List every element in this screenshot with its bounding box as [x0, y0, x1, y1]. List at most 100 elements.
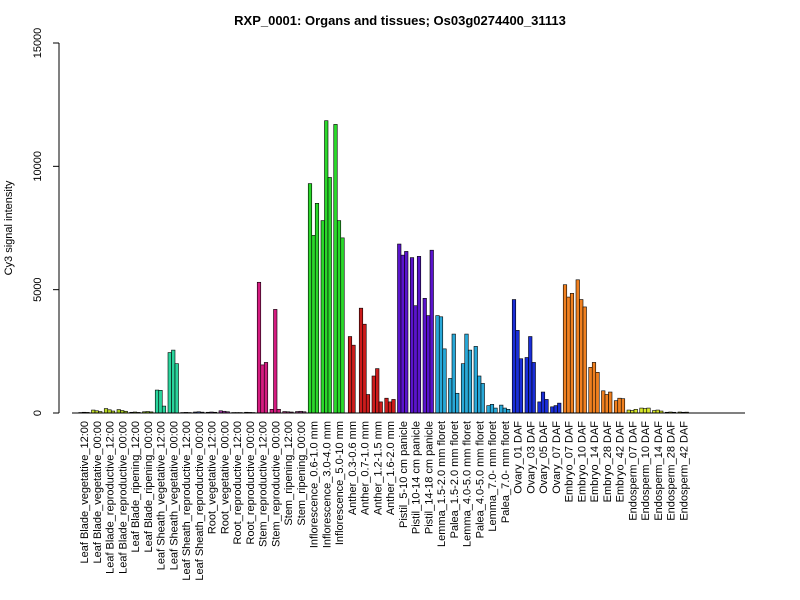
bar — [506, 408, 511, 414]
bar — [333, 124, 338, 414]
bar — [371, 375, 376, 414]
x-tick-label: Stem_reproductive_12:00 — [258, 421, 270, 547]
bar — [116, 409, 121, 414]
bar — [387, 401, 393, 414]
bar — [473, 346, 478, 414]
x-tick-label: Leaf Blade_reproductive_12:00 — [105, 421, 117, 574]
bar — [167, 352, 172, 414]
bar — [646, 407, 651, 414]
bar — [608, 391, 613, 414]
bar — [639, 407, 644, 414]
bar — [378, 401, 383, 414]
x-tick-label: Embryo_42 DAF — [615, 421, 627, 503]
x-axis-ticks: Leaf Blade_vegetative_12:00 Leaf Blade_ve… — [79, 421, 690, 581]
chart-title: RXP_0001: Organs and tissues; Os03g02744… — [234, 13, 566, 28]
bar — [569, 293, 575, 414]
bar — [307, 183, 313, 414]
bar — [511, 299, 517, 414]
bar — [575, 279, 580, 414]
x-tick-label: Leaf Sheath_reproductive_00:00 — [194, 421, 206, 581]
bar — [416, 256, 422, 414]
bar — [158, 390, 163, 414]
bar — [422, 297, 427, 414]
bar — [260, 364, 265, 414]
bar — [397, 243, 402, 414]
bar — [429, 249, 434, 414]
x-tick-label: Lemma_4.0-5.0 mm floret — [462, 421, 474, 547]
bar — [269, 408, 274, 414]
bar — [553, 405, 558, 414]
bar — [256, 281, 262, 414]
bar — [613, 400, 619, 414]
bar — [161, 405, 167, 414]
bar — [540, 391, 546, 414]
bar — [480, 383, 485, 414]
x-tick-label: Anther_0.7-1.0 mm — [360, 421, 372, 515]
bar — [617, 397, 622, 414]
bar — [477, 375, 482, 414]
x-tick-label: Endosperm_28 DAF — [666, 421, 678, 521]
bar — [347, 336, 353, 414]
bar — [604, 394, 609, 414]
bar — [409, 257, 415, 414]
bar — [336, 220, 342, 414]
x-tick-label: Root_reproductive_12:00 — [232, 421, 244, 545]
bar — [499, 404, 504, 414]
bar — [154, 389, 160, 414]
bar — [276, 408, 281, 414]
bar — [320, 220, 325, 414]
x-tick-label: Palea_1.5-2.0 mm floret — [449, 421, 461, 538]
bar — [400, 254, 405, 414]
x-tick-label: Leaf Sheath_vegetative_00:00 — [168, 421, 180, 570]
bar — [314, 203, 320, 414]
x-tick-label: Inflorescence_0.6-1.0 mm — [309, 421, 321, 548]
x-tick-label: Lemma_7.0- mm floret — [487, 421, 499, 532]
bar — [375, 368, 380, 414]
bar — [435, 315, 440, 414]
x-tick-label: Ovary_07 DAF — [551, 421, 563, 494]
bar — [438, 316, 444, 414]
bar — [455, 392, 460, 414]
x-tick-label: Palea_4.0-5.0 mm floret — [474, 421, 486, 538]
bar — [642, 408, 648, 414]
bar — [448, 378, 453, 414]
x-tick-label: Pistil_5-10 cm panicle — [398, 421, 410, 528]
bar — [502, 407, 507, 414]
x-tick-label: Ovary_01 DAF — [513, 421, 525, 494]
bar — [562, 284, 568, 414]
x-tick-label: Endosperm_10 DAF — [640, 421, 652, 521]
x-tick-label: Endosperm_42 DAF — [678, 421, 690, 521]
bar — [582, 306, 587, 414]
bars — [78, 120, 689, 414]
bar — [489, 404, 495, 414]
bar — [524, 357, 529, 414]
x-tick-label: Leaf Blade_ripening_12:00 — [130, 421, 142, 553]
bar — [365, 394, 371, 414]
x-tick-label: Embryo_14 DAF — [589, 421, 601, 503]
x-tick-label: Inflorescence_5.0-10 mm — [334, 421, 346, 545]
y-axis: 0 5000 10000 15000 — [32, 28, 60, 416]
bar — [174, 363, 179, 414]
bar — [467, 349, 473, 414]
bar — [426, 315, 431, 414]
x-tick-label: Pistil_14-18 cm panicle — [423, 421, 435, 534]
bar — [633, 408, 638, 414]
bar — [464, 333, 469, 414]
bar — [327, 177, 332, 414]
x-tick-label: Embryo_28 DAF — [602, 421, 614, 503]
x-tick-label: Leaf Blade_ripening_00:00 — [143, 421, 155, 553]
bar — [591, 362, 597, 414]
bar — [413, 305, 418, 414]
x-tick-label: Ovary_05 DAF — [538, 421, 550, 494]
bar — [358, 307, 364, 414]
bar — [537, 401, 542, 414]
bar — [518, 358, 524, 414]
y-axis-label: Cy3 signal intensity — [3, 180, 15, 275]
x-tick-label: Leaf Blade_vegetative_00:00 — [92, 421, 104, 564]
x-tick-label: Embryo_07 DAF — [564, 421, 576, 503]
bar — [442, 348, 447, 414]
x-tick-label: Root_vegetative_12:00 — [207, 421, 219, 534]
x-tick-label: Leaf Blade_vegetative_12:00 — [79, 421, 91, 564]
bar — [351, 344, 356, 414]
